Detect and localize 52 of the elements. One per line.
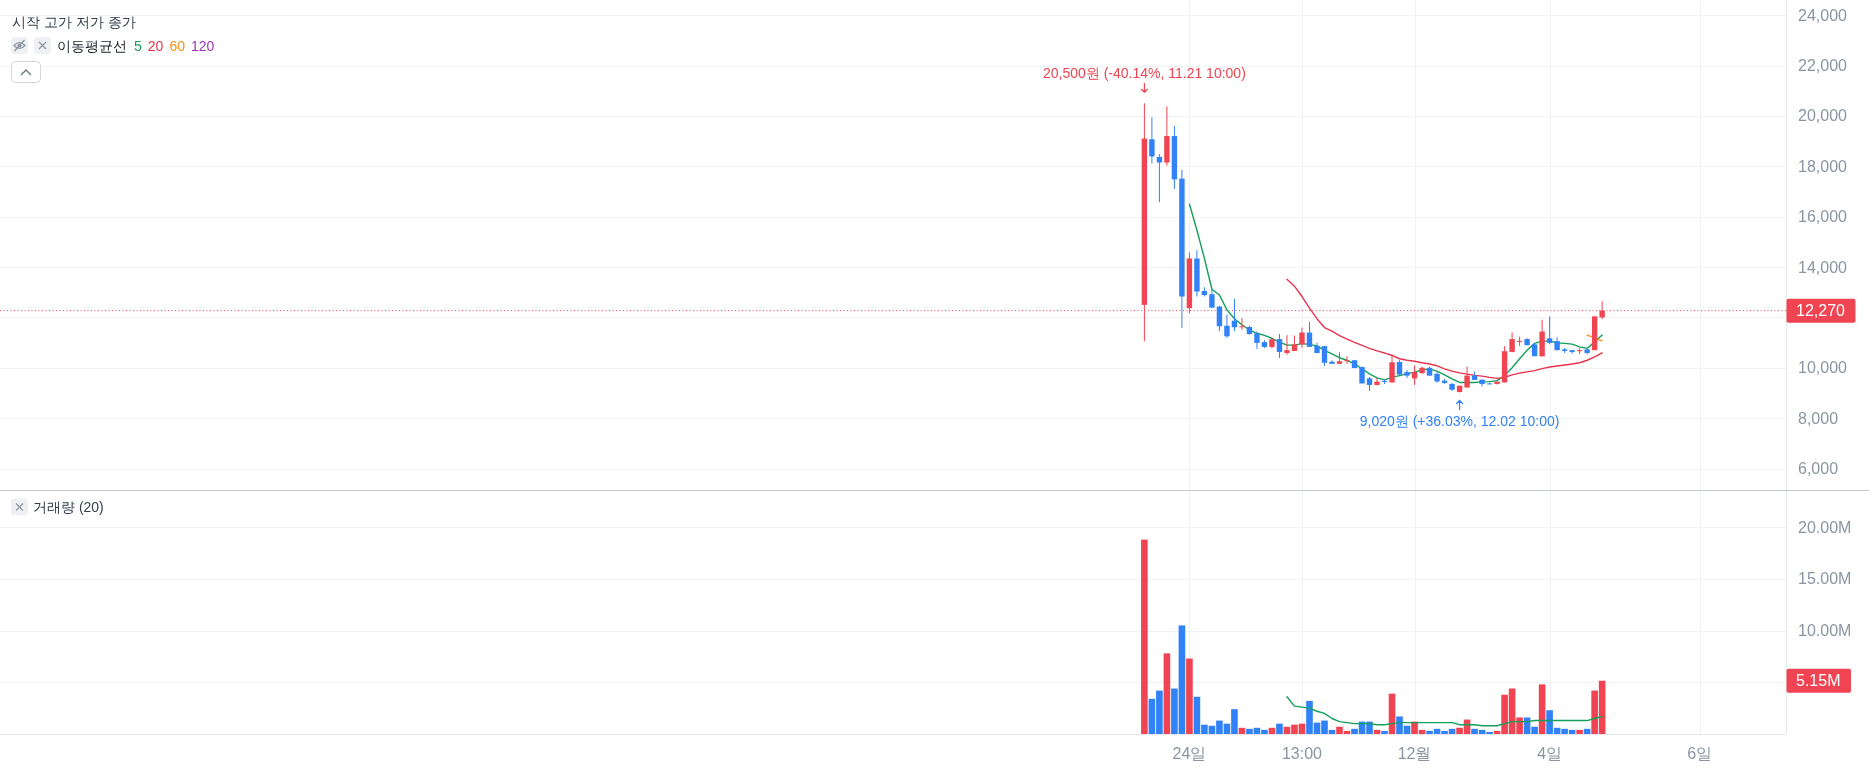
x-tick-label: 4일 (1537, 744, 1563, 762)
annotation: 20,500원 (-40.14%, 11.21 10:00) (1042, 65, 1246, 82)
candlestick (1239, 317, 1245, 331)
candlestick (1546, 315, 1553, 345)
line-series (1286, 696, 1603, 727)
bar (1163, 653, 1171, 734)
annotation: 9,020원 (+36.03%, 12.02 10:00) (1359, 412, 1560, 429)
y-tick-label: 20.00M (1798, 518, 1852, 536)
y-tick-label: 16,000 (1798, 208, 1848, 226)
legend: 이동평균선 5 20 60 120 (11, 37, 215, 54)
y-tick-label: 22,000 (1798, 57, 1848, 74)
candlestick (1374, 377, 1380, 386)
candlestick (1276, 333, 1283, 359)
candlestick (1569, 349, 1575, 355)
bar (1141, 539, 1148, 734)
y-tick-label: 10,000 (1798, 359, 1848, 377)
legend-item: 5 (134, 38, 142, 54)
x-tick-label: 12월 (1397, 744, 1432, 762)
y-tick-label: 14,000 (1798, 258, 1848, 276)
y-tick-label: 18,000 (1798, 157, 1848, 175)
bar (1276, 723, 1283, 734)
candlestick (1284, 334, 1290, 356)
y-tick-label: 24,000 (1798, 6, 1848, 24)
candlestick (1404, 369, 1410, 379)
y-tick-label: 8,000 (1798, 409, 1839, 427)
text: 시작 고가 저가 종가 (12, 14, 136, 30)
candlestick (1321, 345, 1328, 367)
candlestick (1299, 327, 1305, 349)
text: 거래량 (20) (33, 499, 104, 515)
x-tick-label: 24일 (1172, 744, 1207, 762)
legend-title: 이동평균선 (57, 38, 127, 54)
y-tick-label: 15.00M (1798, 570, 1852, 588)
y-tick-label: 10.00M (1798, 622, 1852, 640)
candlestick (1149, 116, 1155, 164)
candlestick (1224, 314, 1230, 339)
candlestick (1216, 305, 1223, 332)
candlestick (1306, 321, 1313, 348)
bar (1538, 684, 1546, 734)
legend-item: 60 (169, 38, 185, 54)
x-tick-label: 6일 (1687, 744, 1713, 762)
bar (1576, 729, 1583, 734)
bar (1381, 730, 1388, 734)
candlestick (1344, 355, 1350, 365)
legend-item: 20 (147, 38, 164, 54)
bar (1186, 658, 1193, 734)
candlestick (1464, 366, 1470, 389)
y-tick-label: 6,000 (1798, 460, 1839, 478)
legend-item: 120 (190, 38, 215, 54)
y-tick-label: 20,000 (1798, 107, 1848, 125)
candlestick (1329, 359, 1335, 365)
x-tick-label: 13:00 (1281, 744, 1323, 762)
candlestick (1389, 353, 1395, 384)
